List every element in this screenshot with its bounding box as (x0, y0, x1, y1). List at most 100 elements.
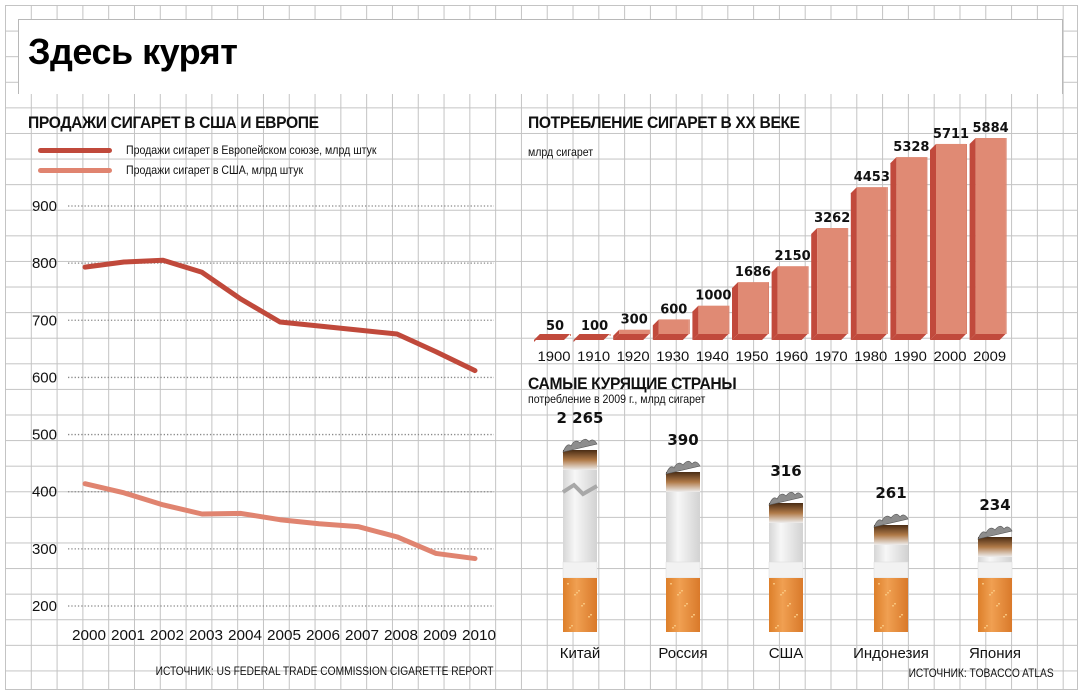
cigarette-filter (563, 578, 597, 632)
bar-side (850, 187, 857, 340)
bar-side (732, 282, 738, 340)
cigarette-filter (978, 578, 1012, 632)
filter-speckle (887, 592, 889, 594)
bar (619, 329, 650, 334)
country-value-label: 261 (875, 484, 906, 502)
cigarette-ash (768, 491, 804, 506)
bar-value-label: 1686 (735, 265, 771, 280)
bar-value-label: 5328 (893, 140, 929, 155)
bar-category-label: 2000 (934, 348, 967, 364)
country-label: Китай (560, 645, 601, 662)
filter-speckle (571, 625, 573, 627)
filter-speckle (1003, 616, 1005, 618)
filter-speckle (583, 603, 585, 605)
bar (658, 319, 689, 334)
bar-edge (570, 334, 571, 336)
filter-speckle (885, 594, 887, 596)
country-label: Япония (969, 645, 1021, 662)
bar-edge (649, 329, 651, 334)
cigarette-band (562, 561, 598, 579)
filter-speckle (576, 592, 578, 594)
bar-bottom (534, 334, 570, 340)
cigarette-ash (873, 513, 909, 528)
scale-break-icon (561, 482, 598, 497)
countries-chart-title: САМЫЕ КУРЯЩИЕ СТРАНЫ (528, 374, 737, 393)
filter-speckle (777, 625, 779, 627)
country-label: Индонезия (853, 645, 929, 662)
cigarette-filter (874, 578, 908, 632)
filter-speckle (993, 590, 995, 592)
y-tick-label: 700 (32, 312, 57, 329)
y-tick-label: 300 (32, 541, 57, 558)
bar-value-label: 5711 (933, 127, 969, 142)
bar (975, 138, 1006, 334)
country-value-label: 390 (667, 431, 698, 449)
cigarette-ash (562, 438, 598, 453)
bar-bottom (573, 334, 610, 340)
filter-speckle (569, 627, 571, 629)
cigarette-burn (874, 525, 908, 545)
y-tick-label: 400 (32, 484, 57, 501)
bar-bottom (652, 334, 689, 340)
x-tick-label: 2008 (384, 627, 418, 644)
x-tick-label: 2003 (189, 627, 223, 644)
y-tick-label: 200 (32, 598, 57, 615)
country-label: Россия (658, 645, 707, 662)
x-tick-label: 2007 (345, 627, 379, 644)
bar-side (969, 138, 976, 340)
bar-value-label: 300 (621, 313, 648, 328)
filter-speckle (775, 627, 777, 629)
bar-category-label: 1990 (894, 348, 927, 364)
bar-side (811, 228, 818, 340)
filter-speckle (880, 627, 882, 629)
bar-value-label: 3262 (814, 211, 850, 226)
cigarette-burn (978, 537, 1012, 557)
x-tick-label: 2001 (111, 627, 145, 644)
x-tick-label: 2004 (228, 627, 262, 644)
filter-speckle (670, 583, 672, 585)
filter-speckle (882, 625, 884, 627)
x-tick-label: 2005 (267, 627, 301, 644)
bar-category-label: 1940 (696, 348, 729, 364)
filter-speckle (899, 616, 901, 618)
filter-speckle (581, 605, 583, 607)
bar-bottom (890, 334, 927, 340)
page-title: Здесь курят (28, 31, 238, 72)
legend-swatch-eu (38, 148, 112, 153)
filter-speckle (784, 590, 786, 592)
filter-speckle (982, 583, 984, 585)
country-value-label: 2 265 (557, 409, 604, 427)
bar (698, 305, 729, 334)
filter-speckle (794, 616, 796, 618)
filter-speckle (681, 590, 683, 592)
legend-label-eu: Продажи сигарет в Европейском союзе, млр… (126, 143, 377, 157)
bar-category-label: 1900 (538, 348, 571, 364)
bar (896, 157, 927, 334)
bar-bottom (811, 334, 848, 340)
bar-category-label: 1960 (775, 348, 808, 364)
bar-edge (609, 334, 611, 336)
countries-chart-source: ИСТОЧНИК: TOBACCO ATLAS (908, 666, 1054, 680)
bar-category-label: 1920 (617, 348, 650, 364)
filter-speckle (567, 583, 569, 585)
bar-bottom (613, 334, 650, 340)
filter-speckle (691, 616, 693, 618)
line-chart-source: ИСТОЧНИК: US FEDERAL TRADE COMMISSION CI… (156, 664, 494, 678)
filter-speckle (787, 605, 789, 607)
country-label: США (769, 645, 804, 662)
cigarette-bar (977, 525, 1013, 632)
cigarette-band (665, 561, 701, 579)
bar-category-label: 1930 (656, 348, 689, 364)
bar-chart-subtitle: млрд сигарет (528, 145, 594, 159)
filter-speckle (574, 594, 576, 596)
filter-speckle (773, 583, 775, 585)
filter-speckle (894, 603, 896, 605)
x-tick-label: 2009 (423, 627, 457, 644)
filter-speckle (686, 603, 688, 605)
filter-speckle (677, 594, 679, 596)
cigarette-filter (769, 578, 803, 632)
filter-speckle (590, 614, 592, 616)
bar-value-label: 5884 (973, 121, 1009, 136)
